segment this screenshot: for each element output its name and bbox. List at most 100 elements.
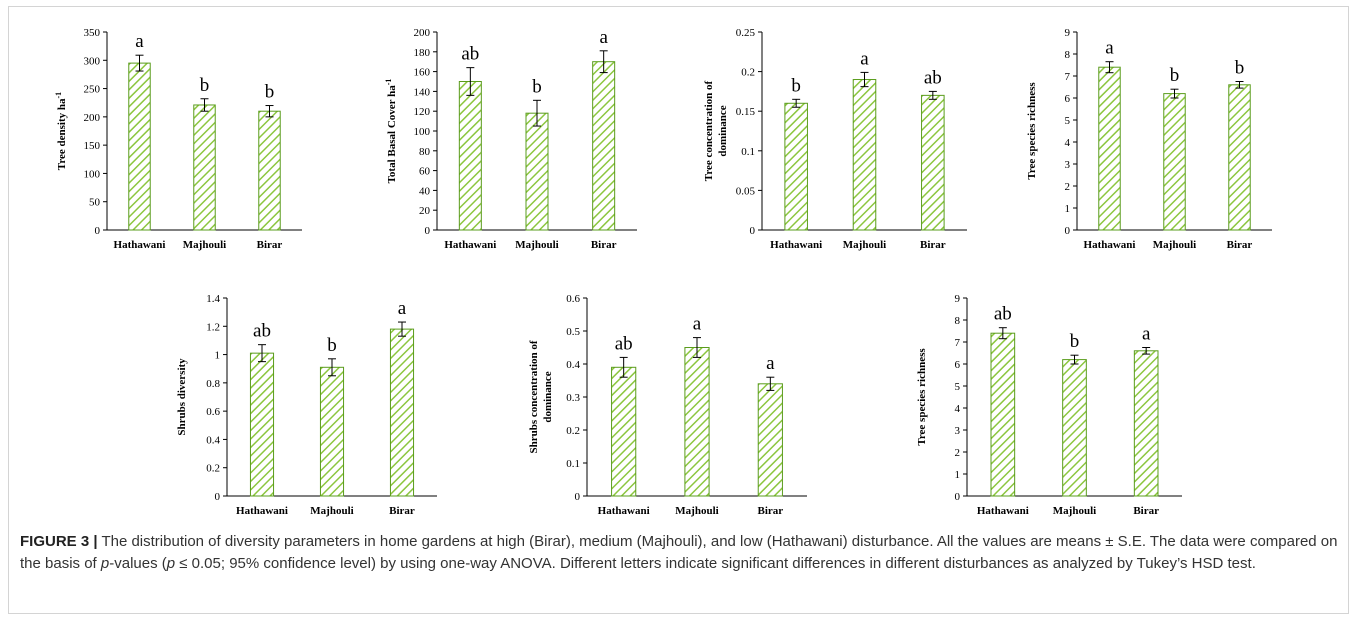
- significance-letter: ab: [253, 321, 271, 342]
- bar: [1133, 350, 1159, 497]
- bar: [258, 110, 281, 231]
- significance-letter: a: [1142, 324, 1151, 345]
- chart-svg: Tree concentration of dominance 0 0.05 0.1 0.…: [703, 27, 967, 251]
- significance-letter: a: [693, 314, 702, 335]
- y-tick-label: 0.8: [206, 378, 220, 390]
- chart-svg: Total Basal Cover ha-1 0 20 40 60 80 100 120 140…: [384, 27, 637, 251]
- y-tick-label: 160: [414, 67, 431, 79]
- bar: [128, 62, 151, 231]
- y-tick-label: 300: [84, 55, 101, 67]
- y-tick-label: 200: [414, 27, 431, 39]
- y-tick-label: 350: [84, 27, 101, 39]
- chart-svg: Shrubs concentration of dominance 0 0.1 0.2 0…: [528, 293, 807, 517]
- y-tick-label: 120: [414, 106, 431, 118]
- chart-svg: Tree species richness 0 1 2 3 4 5 6 7 8 9 a Hathawan…: [1026, 27, 1272, 251]
- y-tick-label: 1: [1065, 203, 1071, 215]
- y-axis-label-line2: dominance: [717, 105, 729, 156]
- y-tick-label: 0: [215, 491, 221, 503]
- significance-letter: ab: [994, 304, 1012, 325]
- y-tick-label: 2: [955, 447, 961, 459]
- x-category-label: Birar: [1133, 505, 1159, 517]
- chart-tree-concentration-dominance: Tree concentration of dominance 0 0.05 0.1 0.…: [700, 20, 975, 260]
- y-tick-label: 9: [955, 293, 961, 305]
- y-tick-label: 0.25: [736, 27, 756, 39]
- y-tick-label: 0: [95, 225, 101, 237]
- y-tick-label: 0.2: [566, 425, 580, 437]
- y-tick-label: 0: [750, 225, 756, 237]
- y-tick-label: 0.4: [206, 434, 220, 446]
- y-tick-label: 250: [84, 84, 101, 96]
- significance-letter: b: [1235, 58, 1245, 79]
- chart-shrubs-diversity: Shrubs diversity 0 0.2 0.4 0.6 0.8 1 1.2 1.4 ab Ha…: [165, 286, 445, 526]
- caption-text-3: ≤ 0.05; 95% confidence level) by using o…: [175, 555, 1256, 572]
- significance-letter: a: [860, 48, 869, 69]
- y-tick-label: 6: [1065, 93, 1071, 105]
- y-tick-label: 1: [955, 469, 961, 481]
- x-category-label: Birar: [389, 505, 415, 517]
- y-tick-label: 5: [955, 381, 961, 393]
- y-axis-label-superscript: -1: [54, 92, 63, 99]
- bar: [319, 366, 345, 497]
- bar: [592, 61, 616, 231]
- x-category-label: Hathawani: [1084, 239, 1136, 251]
- y-tick-label: 0: [425, 225, 431, 237]
- significance-letter: a: [398, 298, 407, 319]
- y-axis-label: Total Basal Cover ha-1: [384, 79, 399, 184]
- y-axis-label: Tree species richness: [1026, 82, 1038, 180]
- y-tick-label: 1.2: [206, 321, 220, 333]
- x-category-label: Majhouli: [515, 239, 558, 251]
- y-axis-label: Tree species richness: [916, 348, 928, 446]
- y-tick-label: 0.05: [736, 185, 756, 197]
- y-axis-label-superscript: -1: [384, 79, 393, 86]
- y-tick-label: 5: [1065, 115, 1071, 127]
- y-tick-label: 0.3: [566, 392, 580, 404]
- significance-letter: ab: [615, 333, 633, 354]
- x-category-label: Hathawani: [977, 505, 1029, 517]
- x-category-label: Majhouli: [183, 239, 226, 251]
- y-tick-label: 7: [955, 337, 961, 349]
- chart-tree-species-richness-bottom: Tree species richness 0 1 2 3 4 5 6 7 8 9 ab Hathawa…: [905, 286, 1190, 526]
- chart-total-basal-cover: Total Basal Cover ha-1 0 20 40 60 80 100 120 140…: [375, 20, 645, 260]
- significance-letter: b: [200, 75, 210, 96]
- y-tick-label: 9: [1065, 27, 1071, 39]
- y-tick-label: 100: [84, 168, 101, 180]
- y-tick-label: 100: [414, 126, 431, 138]
- bar: [611, 366, 637, 497]
- y-tick-label: 3: [1065, 159, 1071, 171]
- significance-letter: a: [599, 27, 608, 48]
- x-category-label: Birar: [1227, 239, 1253, 251]
- x-category-label: Majhouli: [1153, 239, 1196, 251]
- significance-letter: b: [265, 82, 275, 103]
- y-axis-label-line2: dominance: [542, 371, 554, 422]
- figure-caption: FIGURE 3 | The distribution of diversity…: [20, 531, 1340, 575]
- chart-svg: Tree species richness0123456789abHathawa…: [916, 293, 1182, 517]
- chart-tree-species-richness-top: Tree species richness 0 1 2 3 4 5 6 7 8 9 a Hathawan…: [1015, 20, 1280, 260]
- y-tick-label: 6: [955, 359, 961, 371]
- y-axis-label: Shrubs concentration of: [528, 340, 540, 453]
- bar: [921, 94, 945, 231]
- x-category-label: Hathawani: [598, 505, 650, 517]
- chart-svg: Tree density ha-1 0 50 100 150 200 250 300 350 a H…: [54, 27, 302, 251]
- y-tick-label: 140: [414, 86, 431, 98]
- significance-letter: b: [532, 76, 542, 97]
- y-tick-label: 20: [419, 205, 431, 217]
- y-tick-label: 0.2: [741, 67, 755, 79]
- y-axis-label: Tree density ha-1: [54, 92, 69, 170]
- x-category-label: Majhouli: [675, 505, 718, 517]
- y-tick-label: 8: [1065, 49, 1071, 61]
- y-tick-label: 0.5: [566, 326, 580, 338]
- y-tick-label: 0.6: [566, 293, 580, 305]
- bar: [249, 352, 275, 497]
- significance-letter: a: [766, 353, 775, 374]
- chart-svg: Shrubs diversity00.20.40.60.811.21.4abHa…: [176, 293, 437, 517]
- y-tick-label: 180: [414, 47, 431, 59]
- x-category-label: Birar: [757, 505, 783, 517]
- y-tick-label: 0.2: [206, 463, 220, 475]
- y-tick-label: 80: [419, 146, 431, 158]
- y-tick-label: 0.4: [566, 359, 580, 371]
- y-tick-label: 60: [419, 166, 431, 178]
- y-tick-label: 2: [1065, 181, 1071, 193]
- caption-text-1: The distribution of diversity parameters…: [20, 533, 1338, 572]
- x-category-label: Majhouli: [310, 505, 353, 517]
- x-category-label: Hathawani: [770, 239, 822, 251]
